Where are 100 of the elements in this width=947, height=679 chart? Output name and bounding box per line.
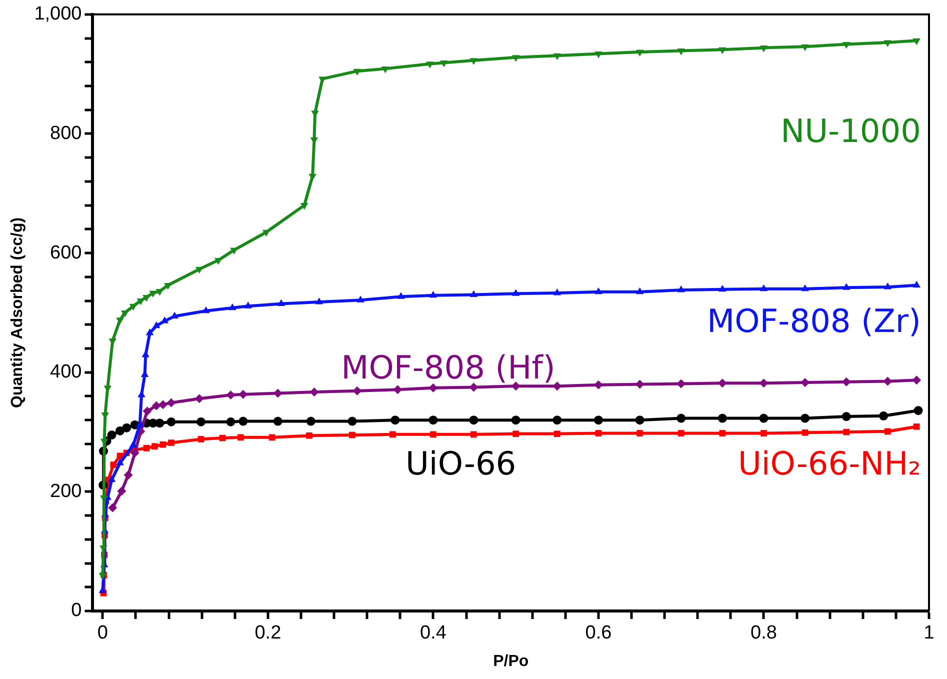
- point: [116, 458, 124, 466]
- point: [196, 417, 206, 426]
- point: [760, 284, 768, 292]
- point: [512, 430, 520, 437]
- series-label: UiO-66-NH₂: [738, 444, 921, 482]
- point: [676, 414, 686, 423]
- point: [719, 430, 726, 436]
- point: [214, 258, 222, 265]
- point: [636, 50, 644, 56]
- point: [718, 414, 727, 423]
- point: [116, 452, 124, 460]
- point: [238, 416, 248, 426]
- point: [300, 203, 308, 210]
- point: [110, 462, 117, 468]
- point: [397, 292, 405, 299]
- point: [595, 430, 602, 436]
- point: [149, 290, 157, 298]
- point: [198, 436, 204, 442]
- point: [802, 429, 808, 436]
- y-tick-label: 600: [50, 242, 82, 264]
- point: [718, 284, 726, 292]
- point: [553, 53, 562, 60]
- point: [130, 448, 140, 458]
- y-axis-title: Quantity Adsorbed (cc/g): [9, 217, 26, 408]
- point: [356, 296, 364, 302]
- point: [636, 430, 643, 436]
- point: [156, 288, 164, 296]
- point: [353, 68, 362, 76]
- point: [155, 418, 164, 428]
- point: [166, 417, 176, 426]
- point: [107, 430, 116, 440]
- point: [884, 40, 892, 47]
- point: [512, 55, 520, 62]
- point: [635, 416, 644, 425]
- point: [884, 282, 892, 290]
- point: [842, 412, 851, 422]
- series-label: MOF-808 (Hf): [341, 348, 556, 386]
- y-tick-label: 800: [50, 122, 82, 144]
- series-label: MOF-808 (Zr): [706, 302, 921, 340]
- point: [912, 280, 920, 288]
- point: [636, 287, 644, 294]
- point: [469, 416, 478, 425]
- point: [884, 428, 891, 435]
- point: [801, 284, 809, 292]
- point: [912, 38, 920, 46]
- point: [842, 283, 850, 290]
- point: [228, 303, 236, 310]
- point: [143, 444, 150, 452]
- point: [512, 289, 520, 296]
- y-tick-label: 200: [50, 480, 82, 502]
- point: [677, 48, 685, 56]
- point: [913, 423, 920, 430]
- point: [122, 423, 132, 432]
- point: [843, 428, 850, 436]
- point: [678, 430, 684, 436]
- point: [306, 416, 316, 426]
- point: [268, 434, 276, 441]
- point: [108, 503, 118, 512]
- point: [800, 414, 810, 423]
- point: [117, 486, 126, 496]
- point: [842, 42, 850, 49]
- point: [168, 440, 174, 446]
- point: [273, 416, 282, 426]
- point: [226, 390, 236, 400]
- point: [146, 328, 154, 336]
- point: [429, 290, 438, 298]
- y-tick-label: 0: [71, 600, 82, 622]
- x-tick-label: 0.6: [585, 622, 612, 644]
- point: [381, 66, 390, 74]
- point: [152, 443, 158, 450]
- point: [262, 230, 270, 237]
- series-label: NU-1000: [780, 112, 921, 150]
- point: [244, 302, 252, 308]
- point: [230, 248, 238, 255]
- point: [912, 376, 922, 385]
- point: [426, 62, 434, 68]
- point: [390, 431, 396, 438]
- point: [108, 475, 116, 482]
- point: [428, 416, 438, 425]
- point: [142, 406, 152, 416]
- x-tick-label: 1: [924, 622, 934, 644]
- point: [202, 306, 210, 314]
- point: [142, 350, 150, 358]
- point: [594, 416, 603, 425]
- point: [594, 287, 602, 294]
- point: [121, 310, 129, 318]
- x-tick-label: 0.4: [420, 622, 447, 644]
- point: [594, 52, 602, 58]
- point: [677, 286, 685, 292]
- point: [759, 414, 768, 423]
- point: [315, 297, 324, 304]
- point: [760, 46, 768, 52]
- point: [470, 431, 477, 438]
- point: [194, 394, 204, 404]
- point: [553, 288, 562, 296]
- point: [237, 434, 244, 441]
- point: [349, 432, 356, 438]
- point: [116, 318, 124, 324]
- point: [152, 321, 160, 328]
- x-axis-title: P/Po: [493, 652, 529, 670]
